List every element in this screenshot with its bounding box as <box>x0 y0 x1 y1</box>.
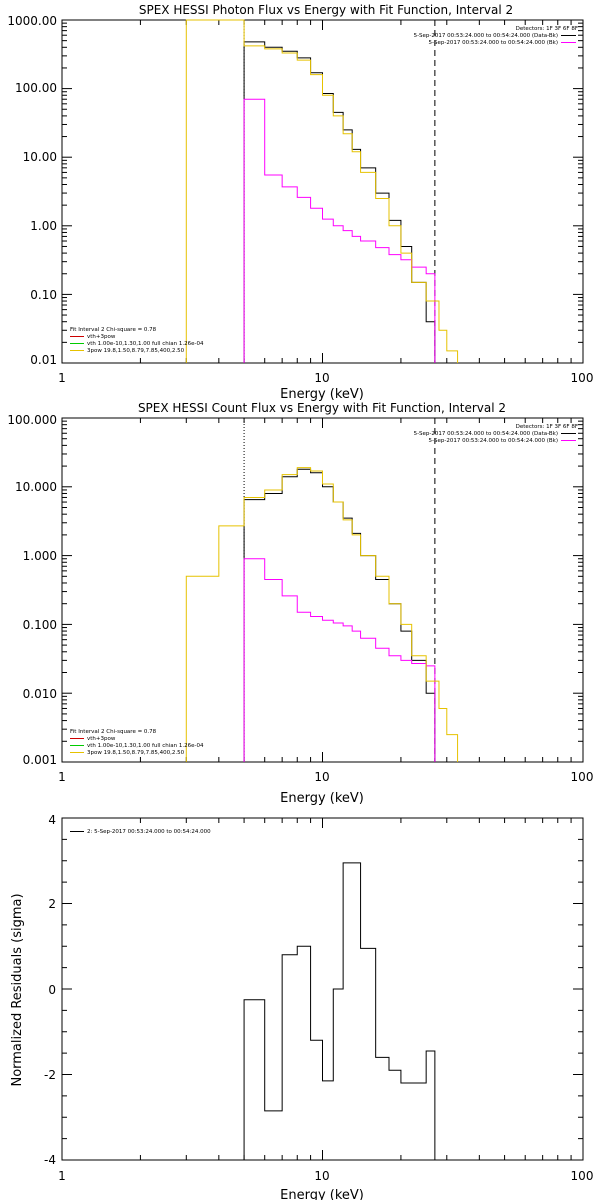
count-flux-header-detectors: Detectors: 1F 3F 6F 8F <box>516 424 578 430</box>
photon-flux-x-axis-label: Energy (keV) <box>280 387 364 402</box>
count-flux-x-axis-label: Energy (keV) <box>280 791 364 806</box>
count-flux-legend-line: vth 1.00e-10,1.30,1.00 full chian 1.26e-… <box>87 743 204 749</box>
photon-flux-y-tick-label: 1.00 <box>30 219 57 233</box>
count-flux-model-fit-series <box>185 467 459 762</box>
residuals-legend-line: 2: 5-Sep-2017 00:53:24.000 to 00:54:24.0… <box>87 829 211 835</box>
count-flux-y-tick-label: 100.000 <box>7 413 57 427</box>
count-flux-header-data-interval: 5-Sep-2017 00:53:24.000 to 00:54:24.000 … <box>414 431 558 437</box>
residuals-x-axis-label: Energy (keV) <box>280 1188 364 1200</box>
photon-flux-y-tick-label: 100.00 <box>15 81 57 95</box>
count-flux-y-tick-label: 10.000 <box>15 480 57 494</box>
count-flux-ticks <box>61 418 583 763</box>
count-flux-x-tick-label: 1 <box>58 770 66 784</box>
count-flux-x-tick-label: 100 <box>571 770 594 784</box>
photon-flux-series <box>185 19 459 363</box>
count-flux-y-tick-label: 0.010 <box>23 687 57 701</box>
count-flux-legend-line: vth+3pow <box>87 736 116 742</box>
photon-flux-header-bk-interval: 5-Sep-2017 00:53:24.000 to 00:54:24.000 … <box>429 40 559 46</box>
residuals-y-tick-label: -2 <box>44 1068 56 1082</box>
residuals-y-tick-label: 2 <box>48 897 56 911</box>
residuals-series <box>243 862 436 1160</box>
photon-flux-y-tick-label: 0.10 <box>30 288 57 302</box>
count-flux-header-bk-interval: 5-Sep-2017 00:53:24.000 to 00:54:24.000 … <box>429 438 559 444</box>
count-flux-data-minus-background-series <box>243 468 436 762</box>
residuals-x-tick-label: 100 <box>571 1169 594 1183</box>
residuals-x-tick-label: 1 <box>58 1169 66 1183</box>
count-flux-background-series <box>243 558 436 762</box>
photon-flux-header-data-interval: 5-Sep-2017 00:53:24.000 to 00:54:24.000 … <box>414 33 558 39</box>
photon-flux-x-tick-label: 10 <box>314 371 329 385</box>
count-flux-y-tick-label: 0.001 <box>23 753 57 767</box>
count-flux-title: SPEX HESSI Count Flux vs Energy with Fit… <box>138 401 506 415</box>
photon-flux-model-fit-series <box>185 19 459 363</box>
count-flux-y-tick-label: 1.000 <box>23 549 57 563</box>
count-flux-legend-line: 3pow 19.8,1.50,8.79,7.85,400,2.50 <box>87 750 185 756</box>
photon-flux-data-minus-background-series <box>243 41 436 363</box>
count-flux-x-tick-label: 10 <box>314 770 329 784</box>
photon-flux-title: SPEX HESSI Photon Flux vs Energy with Fi… <box>139 3 513 17</box>
count-flux-panel: SPEX HESSI Count Flux vs Energy with Fit… <box>7 401 593 806</box>
photon-flux-y-tick-label: 1000.00 <box>7 14 57 28</box>
residuals-y-tick-label: 4 <box>48 813 56 827</box>
residuals-step-series <box>243 862 436 1160</box>
photon-flux-y-tick-label: 0.01 <box>30 353 57 367</box>
residuals-y-tick-label: -4 <box>44 1153 56 1167</box>
photon-flux-x-tick-label: 100 <box>571 371 594 385</box>
count-flux-series <box>185 467 459 762</box>
photon-flux-header-detectors: Detectors: 1F 3F 6F 8F <box>516 26 578 32</box>
photon-flux-y-tick-label: 10.00 <box>23 150 57 164</box>
photon-flux-legend-line: Fit Interval 2 Chi-square = 0.78 <box>70 327 157 333</box>
count-flux-legend-line: Fit Interval 2 Chi-square = 0.78 <box>70 729 157 735</box>
count-flux-y-tick-label: 0.100 <box>23 618 57 632</box>
residuals-panel: -4 -2 0 2 4 1 10 100 Energy (keV) Normal… <box>10 813 593 1200</box>
photon-flux-legend-line: 3pow 19.8,1.50,8.79,7.85,400,2.50 <box>87 348 185 354</box>
residuals-y-tick-label: 0 <box>48 983 56 997</box>
photon-flux-background-series <box>243 98 436 363</box>
photon-flux-panel: SPEX HESSI Photon Flux vs Energy with Fi… <box>7 3 593 402</box>
residuals-y-axis-label: Normalized Residuals (sigma) <box>10 893 25 1086</box>
photon-flux-x-tick-label: 1 <box>58 371 66 385</box>
photon-flux-legend-line: vth+3pow <box>87 334 116 340</box>
photon-flux-legend-line: vth 1.00e-10,1.30,1.00 full chian 1.26e-… <box>87 341 204 347</box>
residuals-x-tick-label: 10 <box>314 1169 329 1183</box>
